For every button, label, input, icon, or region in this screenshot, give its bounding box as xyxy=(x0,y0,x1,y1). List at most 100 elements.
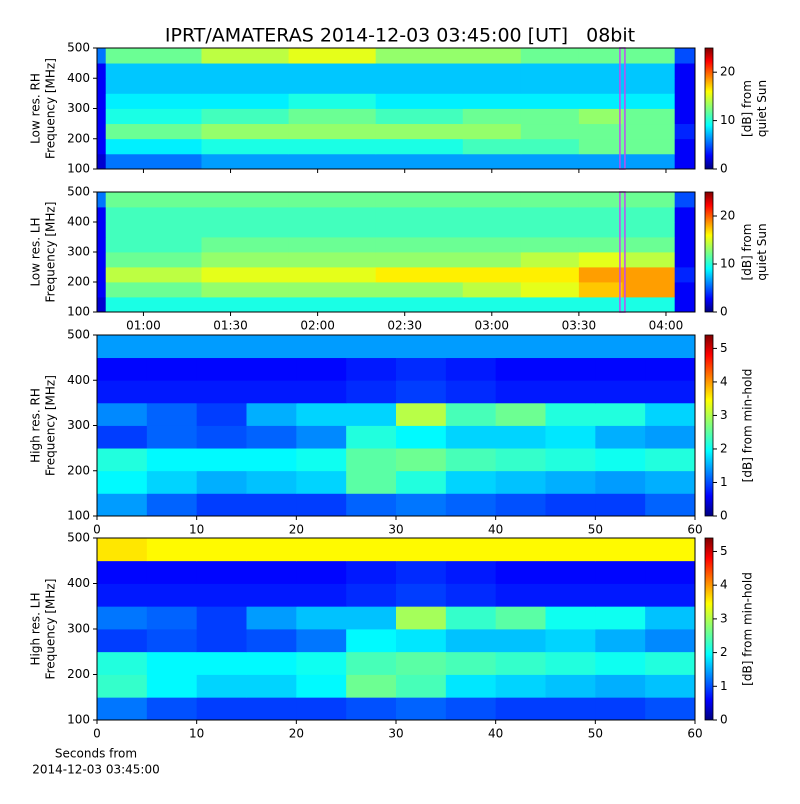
heat-cell xyxy=(246,470,297,494)
heat-cell xyxy=(495,560,546,584)
heat-cell xyxy=(578,282,623,298)
heat-cell xyxy=(622,78,676,94)
heat-cell xyxy=(146,402,198,426)
heat-cell xyxy=(97,123,107,140)
heat-cell xyxy=(495,493,546,517)
heat-cell xyxy=(495,470,546,494)
heat-cell xyxy=(396,335,447,359)
heat-cell xyxy=(396,606,447,630)
y-tick-label: 400 xyxy=(67,215,90,229)
colorbar-tick-label: 0 xyxy=(720,713,728,727)
heat-cell xyxy=(97,402,148,426)
heat-cell xyxy=(97,267,107,283)
heat-cell xyxy=(674,267,696,283)
heat-cell xyxy=(595,560,646,584)
heat-cell xyxy=(578,48,623,64)
heat-cell xyxy=(674,222,696,238)
heat-cell xyxy=(622,297,676,313)
y-tick-label: 200 xyxy=(67,463,90,477)
heat-cell xyxy=(97,470,148,494)
heat-cell xyxy=(595,583,646,607)
x-tick-label: 20 xyxy=(289,727,304,741)
heat-cell xyxy=(462,297,522,313)
heat-cell xyxy=(105,108,202,125)
heat-cell xyxy=(396,493,447,517)
heat-cell xyxy=(595,538,646,562)
heat-cell xyxy=(578,252,623,268)
colorbar-tick-label: 1 xyxy=(720,475,728,489)
heat-cell xyxy=(105,207,202,223)
heat-cell xyxy=(375,297,464,313)
heat-cell xyxy=(201,267,289,283)
x-tick-label: 20 xyxy=(289,523,304,537)
heat-cell xyxy=(396,651,447,675)
heat-cell xyxy=(578,237,623,253)
heat-cell xyxy=(97,335,148,359)
y-tick-label: 200 xyxy=(67,131,90,145)
heat-cell xyxy=(105,192,202,208)
heat-cell xyxy=(375,138,464,155)
heat-cell xyxy=(396,402,447,426)
heat-cell xyxy=(495,606,546,630)
heat-cell xyxy=(201,207,289,223)
heat-cell xyxy=(97,538,148,562)
colorbar-tick-label: 0 xyxy=(720,509,728,523)
heat-cell xyxy=(146,629,198,653)
colorbar xyxy=(704,191,714,313)
heat-cell xyxy=(495,380,546,404)
heat-cell xyxy=(495,448,546,472)
heat-cell xyxy=(545,606,596,630)
y-tick-label: 100 xyxy=(67,713,90,727)
heat-cell xyxy=(346,583,397,607)
heat-cell xyxy=(196,583,247,607)
heat-cell xyxy=(520,252,580,268)
x-tick-label: 30 xyxy=(388,727,403,741)
heat-cell xyxy=(462,207,522,223)
heat-cell xyxy=(146,470,198,494)
heat-cell xyxy=(578,297,623,313)
heat-cell xyxy=(105,297,202,313)
y-tick-label: 500 xyxy=(67,531,90,545)
heat-cell xyxy=(520,93,580,109)
heat-cell xyxy=(578,192,623,208)
heat-cell xyxy=(545,380,596,404)
heat-cell xyxy=(545,425,596,449)
heat-cell xyxy=(296,402,347,426)
heat-cell xyxy=(520,48,580,64)
heat-cell xyxy=(288,108,377,125)
heat-cell xyxy=(196,560,247,584)
heat-cell xyxy=(645,583,696,607)
heat-cell xyxy=(462,267,522,283)
heat-cell xyxy=(288,192,377,208)
heat-cell xyxy=(495,425,546,449)
y-tick-label: 400 xyxy=(67,576,90,590)
x-tick-label: 50 xyxy=(588,523,603,537)
heat-cell xyxy=(296,538,347,562)
heat-cell xyxy=(396,425,447,449)
heat-cell xyxy=(445,380,497,404)
heat-cell xyxy=(201,93,289,109)
heat-cell xyxy=(288,297,377,313)
heat-cell xyxy=(462,108,522,125)
x-tick-label: 30 xyxy=(388,523,403,537)
heat-cell xyxy=(296,357,347,381)
heat-cell xyxy=(346,538,397,562)
heat-cell xyxy=(622,282,676,298)
y-tick-label: 100 xyxy=(67,509,90,523)
heat-cell xyxy=(520,222,580,238)
heat-cell xyxy=(645,470,696,494)
colorbar-tick-label: 20 xyxy=(720,209,735,223)
heat-cell xyxy=(545,357,596,381)
heat-cell xyxy=(201,48,289,64)
heat-cell xyxy=(288,282,377,298)
heat-cell xyxy=(396,538,447,562)
heat-cell xyxy=(495,674,546,698)
heat-cell xyxy=(674,123,696,140)
y-axis-label: Frequency [MHz] xyxy=(44,579,58,680)
heat-cell xyxy=(396,357,447,381)
heat-cell xyxy=(595,470,646,494)
heat-cell xyxy=(375,93,464,109)
colorbar-label: quiet Sun xyxy=(755,223,769,280)
heat-cell xyxy=(201,252,289,268)
